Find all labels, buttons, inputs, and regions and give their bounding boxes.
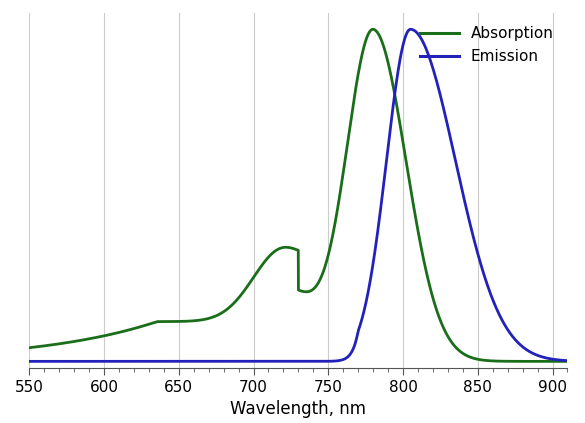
Emission bbox=[232, 359, 239, 364]
Emission bbox=[119, 359, 126, 364]
Emission bbox=[26, 359, 33, 364]
Legend: Absorption, Emission: Absorption, Emission bbox=[414, 20, 560, 70]
Absorption bbox=[495, 359, 503, 364]
Absorption bbox=[564, 359, 571, 364]
Absorption bbox=[87, 336, 94, 341]
Emission bbox=[553, 357, 560, 363]
Absorption bbox=[26, 345, 33, 350]
Absorption bbox=[232, 299, 239, 304]
Line: Absorption: Absorption bbox=[29, 29, 567, 361]
Absorption bbox=[256, 267, 263, 272]
Emission bbox=[564, 358, 571, 363]
Emission bbox=[495, 312, 503, 317]
X-axis label: Wavelength, nm: Wavelength, nm bbox=[230, 401, 366, 418]
Emission bbox=[407, 27, 414, 32]
Line: Emission: Emission bbox=[29, 29, 567, 361]
Absorption bbox=[119, 329, 126, 334]
Absorption bbox=[553, 359, 560, 364]
Absorption bbox=[369, 27, 376, 32]
Emission bbox=[256, 359, 263, 364]
Emission bbox=[87, 359, 94, 364]
